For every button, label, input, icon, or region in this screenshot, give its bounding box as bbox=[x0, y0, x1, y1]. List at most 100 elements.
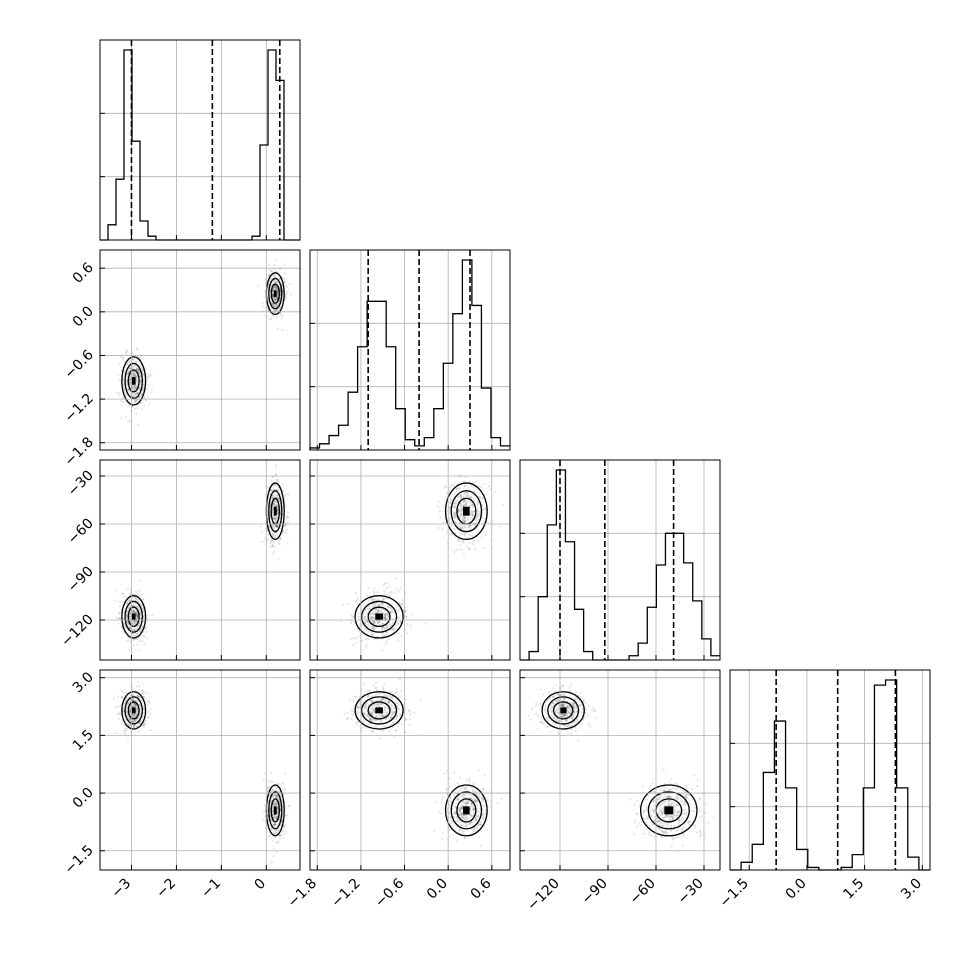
sample-point bbox=[121, 592, 124, 595]
sample-point bbox=[136, 368, 139, 371]
sample-point bbox=[494, 491, 497, 494]
sample-point bbox=[409, 624, 412, 627]
sample-point bbox=[633, 804, 636, 807]
sample-point bbox=[456, 499, 459, 502]
sample-point bbox=[283, 272, 286, 275]
sample-point bbox=[443, 486, 447, 489]
sample-point bbox=[268, 268, 271, 272]
sample-point bbox=[134, 386, 138, 389]
sample-point bbox=[466, 802, 470, 805]
sample-point bbox=[477, 810, 481, 814]
sample-point bbox=[134, 590, 138, 593]
sample-point bbox=[135, 611, 138, 614]
sample-point bbox=[273, 303, 276, 306]
sample-point bbox=[556, 713, 559, 717]
sample-point bbox=[366, 690, 369, 693]
sample-point bbox=[128, 626, 131, 629]
sample-point bbox=[480, 796, 483, 799]
sample-point bbox=[141, 682, 144, 685]
sample-point bbox=[348, 698, 352, 701]
sample-point bbox=[135, 615, 138, 618]
sample-point bbox=[142, 383, 145, 386]
y-tick-label-1-1: −1.2 bbox=[61, 391, 96, 426]
sample-point bbox=[120, 689, 123, 693]
sample-point bbox=[489, 790, 492, 793]
sample-point bbox=[142, 386, 145, 389]
sample-point bbox=[143, 635, 146, 638]
sample-point bbox=[133, 596, 136, 600]
sample-point bbox=[270, 497, 273, 500]
sample-point bbox=[484, 531, 487, 534]
y-tick-label-2-3: −30 bbox=[65, 468, 97, 500]
sample-point bbox=[272, 274, 275, 277]
sample-point bbox=[276, 504, 279, 507]
sample-point bbox=[555, 684, 558, 687]
sample-point bbox=[283, 277, 286, 280]
sample-point bbox=[397, 589, 400, 593]
sample-point bbox=[122, 387, 126, 390]
sample-point bbox=[126, 737, 130, 740]
sample-point bbox=[472, 481, 475, 484]
sample-point bbox=[128, 599, 131, 603]
sample-point bbox=[133, 620, 136, 623]
sample-point bbox=[358, 695, 361, 699]
sample-point bbox=[437, 811, 440, 814]
sample-point bbox=[574, 690, 577, 694]
sample-point bbox=[272, 505, 275, 508]
sample-point bbox=[273, 304, 276, 308]
sample-point bbox=[476, 826, 479, 829]
sample-point bbox=[464, 816, 468, 819]
sample-point bbox=[270, 278, 273, 281]
sample-point bbox=[132, 638, 135, 641]
sample-point bbox=[149, 712, 152, 716]
sample-point bbox=[537, 714, 540, 718]
sample-point bbox=[501, 503, 504, 507]
sample-point bbox=[140, 603, 144, 607]
sample-point bbox=[134, 372, 137, 375]
sample-point bbox=[456, 820, 459, 823]
sample-point bbox=[386, 612, 389, 615]
sample-point bbox=[275, 280, 278, 283]
sample-point bbox=[500, 797, 503, 800]
sample-point bbox=[693, 774, 696, 777]
sample-point bbox=[273, 540, 276, 543]
sample-point bbox=[131, 387, 134, 390]
sample-point bbox=[448, 517, 452, 520]
sample-point bbox=[142, 597, 145, 601]
sample-point bbox=[481, 800, 484, 803]
sample-point bbox=[390, 590, 393, 593]
sample-point bbox=[140, 627, 143, 631]
sample-point bbox=[135, 617, 138, 621]
sample-point bbox=[271, 293, 274, 296]
sample-point bbox=[476, 530, 479, 533]
sample-point bbox=[135, 384, 138, 388]
sample-point bbox=[482, 483, 485, 486]
sample-point bbox=[146, 700, 149, 704]
sample-point bbox=[134, 373, 137, 376]
sample-point bbox=[119, 617, 122, 620]
sample-point bbox=[352, 699, 355, 702]
sample-point bbox=[273, 500, 276, 503]
sample-point bbox=[276, 512, 279, 515]
sample-point bbox=[126, 388, 129, 391]
sample-point bbox=[274, 285, 277, 288]
sample-point bbox=[664, 800, 667, 803]
sample-point bbox=[562, 715, 565, 718]
sample-point bbox=[471, 828, 474, 831]
sample-point bbox=[129, 383, 132, 387]
sample-point bbox=[137, 423, 140, 426]
sample-point bbox=[496, 801, 499, 805]
sample-point bbox=[371, 708, 374, 711]
sample-point bbox=[276, 293, 279, 296]
sample-point bbox=[382, 688, 385, 691]
sample-point bbox=[589, 724, 592, 728]
sample-point bbox=[136, 376, 139, 379]
sample-point bbox=[383, 613, 387, 616]
sample-point bbox=[552, 686, 555, 690]
sample-point bbox=[682, 825, 685, 828]
sample-point bbox=[384, 700, 387, 703]
sample-point bbox=[260, 531, 263, 534]
sample-point bbox=[288, 282, 291, 286]
sample-point bbox=[146, 395, 150, 399]
sample-point bbox=[132, 388, 136, 391]
